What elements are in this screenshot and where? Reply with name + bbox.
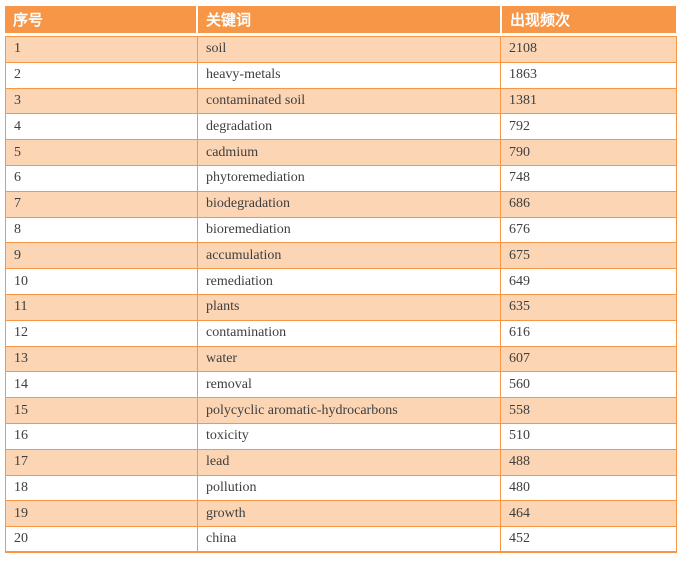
keyword-cell: growth bbox=[197, 500, 501, 528]
frequency-cell: 1863 bbox=[500, 61, 677, 89]
keyword-cell: cadmium bbox=[197, 139, 501, 166]
table-row: 14 removal 560 bbox=[5, 371, 677, 399]
keyword-cell: toxicity bbox=[197, 422, 501, 450]
frequency-cell: 510 bbox=[500, 422, 677, 450]
table-row: 11 plants 635 bbox=[5, 293, 677, 321]
keyword-cell: phytoremediation bbox=[197, 164, 501, 192]
frequency-cell: 488 bbox=[500, 448, 677, 476]
table-row: 18 pollution 480 bbox=[5, 474, 677, 502]
header-cell-frequency: 出现频次 bbox=[502, 6, 676, 33]
header-cell-keyword: 关键词 bbox=[198, 6, 500, 33]
table-row: 19 growth 464 bbox=[5, 500, 677, 528]
table-row: 17 lead 488 bbox=[5, 448, 677, 476]
frequency-cell: 560 bbox=[500, 371, 677, 399]
keyword-cell: removal bbox=[197, 371, 501, 399]
header-cell-index: 序号 bbox=[5, 6, 196, 33]
table-row: 2 heavy-metals 1863 bbox=[5, 61, 677, 89]
keyword-cell: contaminated soil bbox=[197, 87, 501, 115]
keyword-cell: degradation bbox=[197, 113, 501, 141]
table-row: 5 cadmium 790 bbox=[5, 139, 677, 166]
index-cell: 9 bbox=[5, 242, 198, 270]
table-row: 15 polycyclic aromatic-hydrocarbons 558 bbox=[5, 397, 677, 424]
index-cell: 7 bbox=[5, 190, 198, 218]
table-row: 7 biodegradation 686 bbox=[5, 190, 677, 218]
index-cell: 8 bbox=[5, 216, 198, 244]
index-cell: 20 bbox=[5, 526, 198, 553]
frequency-cell: 464 bbox=[500, 500, 677, 528]
frequency-cell: 748 bbox=[500, 164, 677, 192]
keyword-cell: water bbox=[197, 345, 501, 373]
keyword-cell: plants bbox=[197, 293, 501, 321]
index-cell: 15 bbox=[5, 397, 198, 424]
table-row: 12 contamination 616 bbox=[5, 319, 677, 347]
frequency-cell: 675 bbox=[500, 242, 677, 270]
keyword-cell: bioremediation bbox=[197, 216, 501, 244]
index-cell: 17 bbox=[5, 448, 198, 476]
index-cell: 5 bbox=[5, 139, 198, 166]
table-row: 9 accumulation 675 bbox=[5, 242, 677, 270]
keyword-cell: china bbox=[197, 526, 501, 553]
table-row: 3 contaminated soil 1381 bbox=[5, 87, 677, 115]
frequency-cell: 792 bbox=[500, 113, 677, 141]
keyword-cell: remediation bbox=[197, 268, 501, 295]
index-cell: 4 bbox=[5, 113, 198, 141]
frequency-cell: 616 bbox=[500, 319, 677, 347]
keyword-cell: polycyclic aromatic-hydrocarbons bbox=[197, 397, 501, 424]
index-cell: 11 bbox=[5, 293, 198, 321]
table-row: 16 toxicity 510 bbox=[5, 422, 677, 450]
index-cell: 1 bbox=[5, 36, 198, 63]
frequency-cell: 790 bbox=[500, 139, 677, 166]
frequency-cell: 676 bbox=[500, 216, 677, 244]
frequency-cell: 558 bbox=[500, 397, 677, 424]
index-cell: 16 bbox=[5, 422, 198, 450]
table-row: 1 soil 2108 bbox=[5, 36, 677, 63]
index-cell: 19 bbox=[5, 500, 198, 528]
keyword-cell: accumulation bbox=[197, 242, 501, 270]
table-row: 8 bioremediation 676 bbox=[5, 216, 677, 244]
index-cell: 13 bbox=[5, 345, 198, 373]
frequency-cell: 607 bbox=[500, 345, 677, 373]
index-cell: 18 bbox=[5, 474, 198, 502]
table-row: 13 water 607 bbox=[5, 345, 677, 373]
index-cell: 12 bbox=[5, 319, 198, 347]
keywords-frequency-table: 序号 关键词 出现频次 1 soil 2108 2 heavy-metals 1… bbox=[5, 6, 677, 554]
keyword-cell: contamination bbox=[197, 319, 501, 347]
frequency-cell: 635 bbox=[500, 293, 677, 321]
table-row: 20 china 452 bbox=[5, 526, 677, 553]
keyword-cell: pollution bbox=[197, 474, 501, 502]
keyword-cell: heavy-metals bbox=[197, 61, 501, 89]
table-body: 1 soil 2108 2 heavy-metals 1863 3 contam… bbox=[5, 36, 677, 554]
frequency-cell: 480 bbox=[500, 474, 677, 502]
index-cell: 10 bbox=[5, 268, 198, 295]
frequency-cell: 1381 bbox=[500, 87, 677, 115]
frequency-cell: 686 bbox=[500, 190, 677, 218]
table-row: 6 phytoremediation 748 bbox=[5, 164, 677, 192]
index-cell: 14 bbox=[5, 371, 198, 399]
frequency-cell: 2108 bbox=[500, 36, 677, 63]
table-row: 10 remediation 649 bbox=[5, 268, 677, 295]
keyword-cell: soil bbox=[197, 36, 501, 63]
index-cell: 6 bbox=[5, 164, 198, 192]
frequency-cell: 649 bbox=[500, 268, 677, 295]
frequency-cell: 452 bbox=[500, 526, 677, 553]
table-header-row: 序号 关键词 出现频次 bbox=[5, 6, 676, 33]
keyword-cell: lead bbox=[197, 448, 501, 476]
table-row: 4 degradation 792 bbox=[5, 113, 677, 141]
keyword-cell: biodegradation bbox=[197, 190, 501, 218]
index-cell: 3 bbox=[5, 87, 198, 115]
index-cell: 2 bbox=[5, 61, 198, 89]
